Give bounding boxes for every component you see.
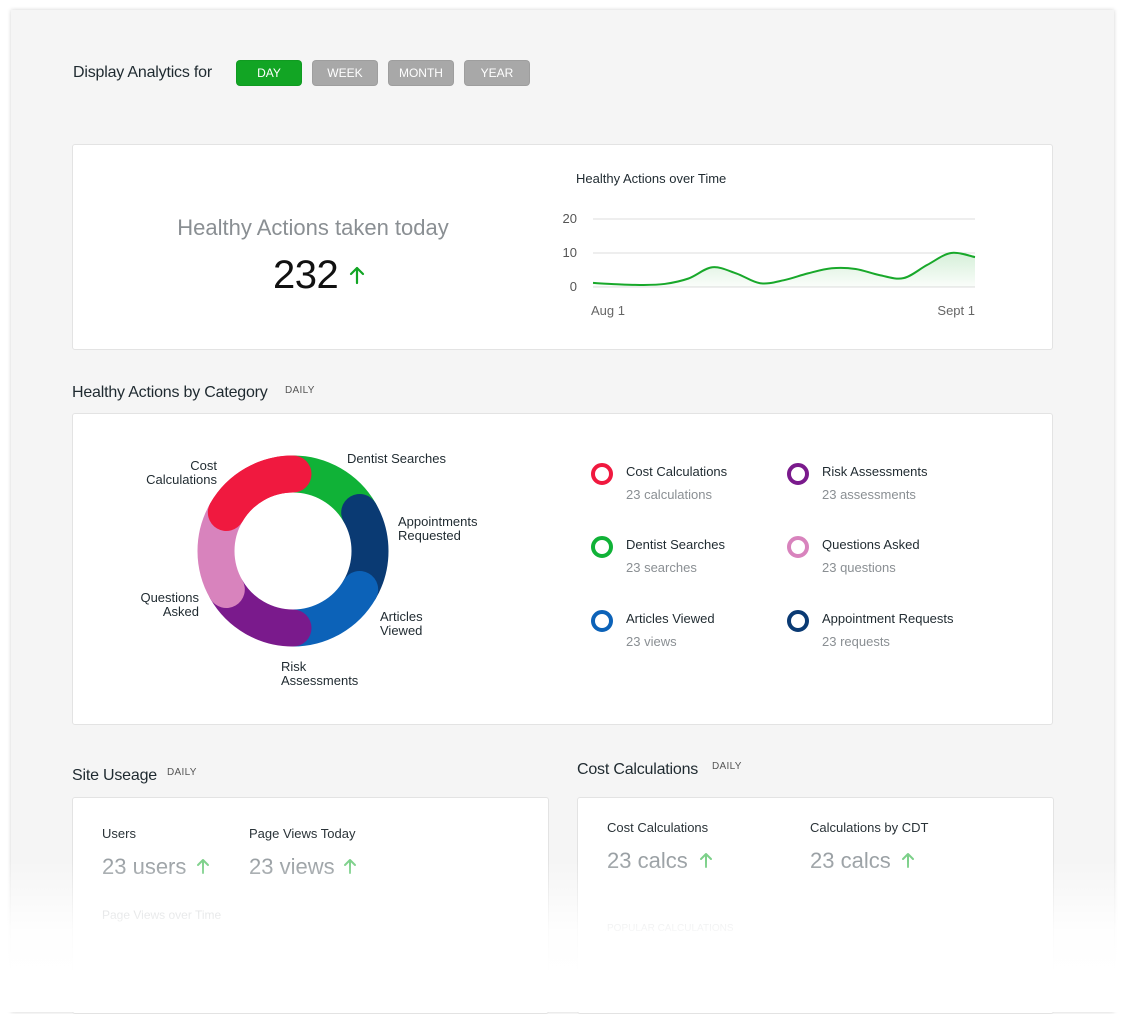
legend-sub: 23 assessments — [822, 487, 916, 502]
legend-sub: 23 requests — [822, 634, 890, 649]
ring-icon — [591, 463, 613, 485]
day-button[interactable]: DAY — [235, 60, 302, 86]
toolbar-label: Display Analytics for — [73, 64, 212, 81]
arrow-up-icon — [700, 853, 712, 868]
legend-name: Articles Viewed — [626, 611, 715, 626]
legend-name: Dentist Searches — [626, 537, 725, 552]
popular-calcs-label: POPULAR CALCULATIONS — [607, 923, 734, 934]
cost-calcs-title: Cost Calculations — [577, 761, 699, 778]
chart-title: Healthy Actions over Time — [576, 171, 727, 186]
cost-calcs-label: Cost Calculations — [607, 820, 709, 835]
ring-icon — [591, 536, 613, 558]
legend-sub: 23 calculations — [626, 487, 712, 502]
legend-name: Risk Assessments — [822, 464, 928, 479]
donut-segment — [207, 455, 312, 531]
category-section-tag: DAILY — [285, 385, 315, 396]
arrow-up-icon — [349, 266, 365, 285]
x-tick-label: Aug 1 — [591, 303, 625, 318]
legend-name: Cost Calculations — [626, 464, 728, 479]
donut-label-appointments: Appointments Requested — [398, 514, 478, 543]
healthy-actions-chart: 0 10 20 Aug 1 Sept 1 — [563, 211, 976, 318]
calcs-by-cdt-value: 23 calcs — [810, 848, 891, 873]
ring-icon — [591, 610, 613, 632]
donut-label-questions: Questions Asked — [140, 590, 199, 619]
dashboard-panel: Display Analytics for DAY WEEK MONTH YEA… — [11, 10, 1114, 1014]
ring-icon — [787, 610, 809, 632]
x-tick-label: Sept 1 — [937, 303, 975, 318]
legend-sub: 23 searches — [626, 560, 697, 575]
page-views-over-time-label: Page Views over Time — [102, 908, 222, 922]
series-area — [593, 252, 975, 287]
summary-title: Healthy Actions taken today — [177, 215, 449, 240]
category-section-title: Healthy Actions by Category — [72, 384, 268, 401]
legend-name: Appointment Requests — [822, 611, 954, 626]
category-card: Cost Calculations Dentist Searches Appoi… — [72, 413, 1053, 725]
legend-name: Questions Asked — [822, 537, 920, 552]
site-usage-card: Users 23 users Page Views Today 23 views… — [72, 797, 549, 1014]
summary-value: 232 — [273, 253, 339, 297]
site-usage-tag: DAILY — [167, 767, 197, 778]
category-donut-chart — [197, 455, 389, 647]
cost-calcs-card: Cost Calculations 23 calcs Calculations … — [577, 797, 1054, 1014]
summary-card: Healthy Actions taken today 232 Healthy … — [72, 144, 1053, 350]
y-tick-label: 20 — [563, 211, 577, 226]
calcs-by-cdt-label: Calculations by CDT — [810, 820, 929, 835]
donut-label-dentist: Dentist Searches — [347, 451, 446, 466]
legend-sub: 23 questions — [822, 560, 896, 575]
y-tick-label: 10 — [563, 245, 577, 260]
ring-icon — [787, 463, 809, 485]
week-button[interactable]: WEEK — [311, 60, 378, 86]
users-value: 23 users — [102, 854, 187, 879]
arrow-up-icon — [344, 859, 356, 874]
year-button[interactable]: YEAR — [463, 60, 530, 86]
legend-sub: 23 views — [626, 634, 677, 649]
range-toolbar: Display Analytics for DAY WEEK MONTH YEA… — [73, 60, 540, 86]
ring-icon — [787, 536, 809, 558]
arrow-up-icon — [197, 859, 209, 874]
page-views-value: 23 views — [249, 854, 335, 879]
page-views-label: Page Views Today — [249, 826, 356, 841]
y-tick-label: 0 — [570, 279, 577, 294]
donut-label-cost: Cost Calculations — [146, 458, 217, 487]
series-line — [592, 251, 976, 286]
donut-label-articles: Articles Viewed — [380, 609, 423, 638]
users-label: Users — [102, 826, 136, 841]
site-usage-title: Site Useage — [72, 767, 157, 784]
cost-calcs-value: 23 calcs — [607, 848, 688, 873]
arrow-up-icon — [902, 853, 914, 868]
cost-calcs-tag: DAILY — [712, 761, 742, 772]
month-button[interactable]: MONTH — [387, 60, 454, 86]
donut-label-risk: Risk Assessments — [281, 659, 359, 688]
